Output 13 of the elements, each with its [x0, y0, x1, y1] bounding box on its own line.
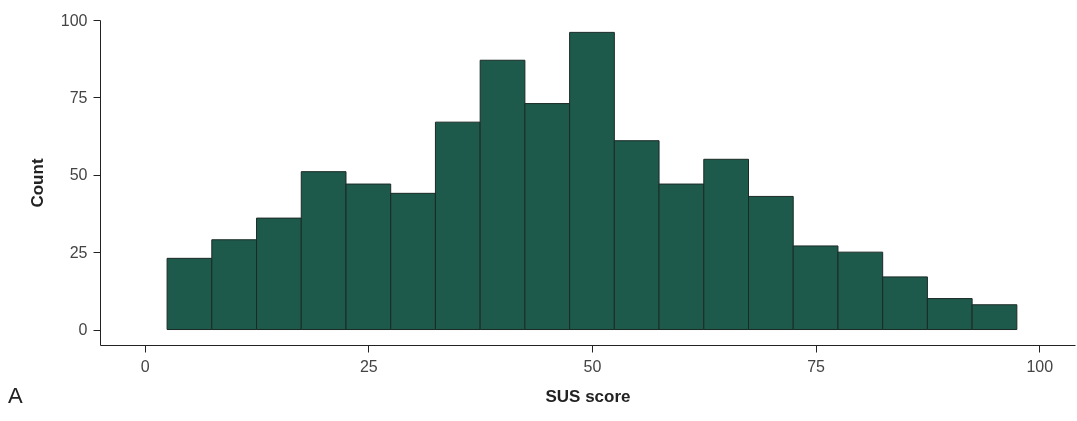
- y-tick-label: 75: [69, 88, 88, 106]
- y-axis-title: Count: [27, 158, 47, 208]
- x-tick-label: 100: [1026, 357, 1054, 375]
- x-axis-title: SUS score: [545, 386, 631, 406]
- y-tick-label: 50: [69, 166, 88, 184]
- x-tick-label: 75: [807, 357, 826, 375]
- y-tick-label: 25: [69, 243, 88, 261]
- y-tick-label: 100: [60, 11, 88, 29]
- x-tick-label: 0: [140, 357, 150, 375]
- x-tick-label: 25: [359, 357, 378, 375]
- y-tick-label: 0: [78, 321, 88, 339]
- x-tick-label: 50: [583, 357, 602, 375]
- text: A: [8, 383, 23, 409]
